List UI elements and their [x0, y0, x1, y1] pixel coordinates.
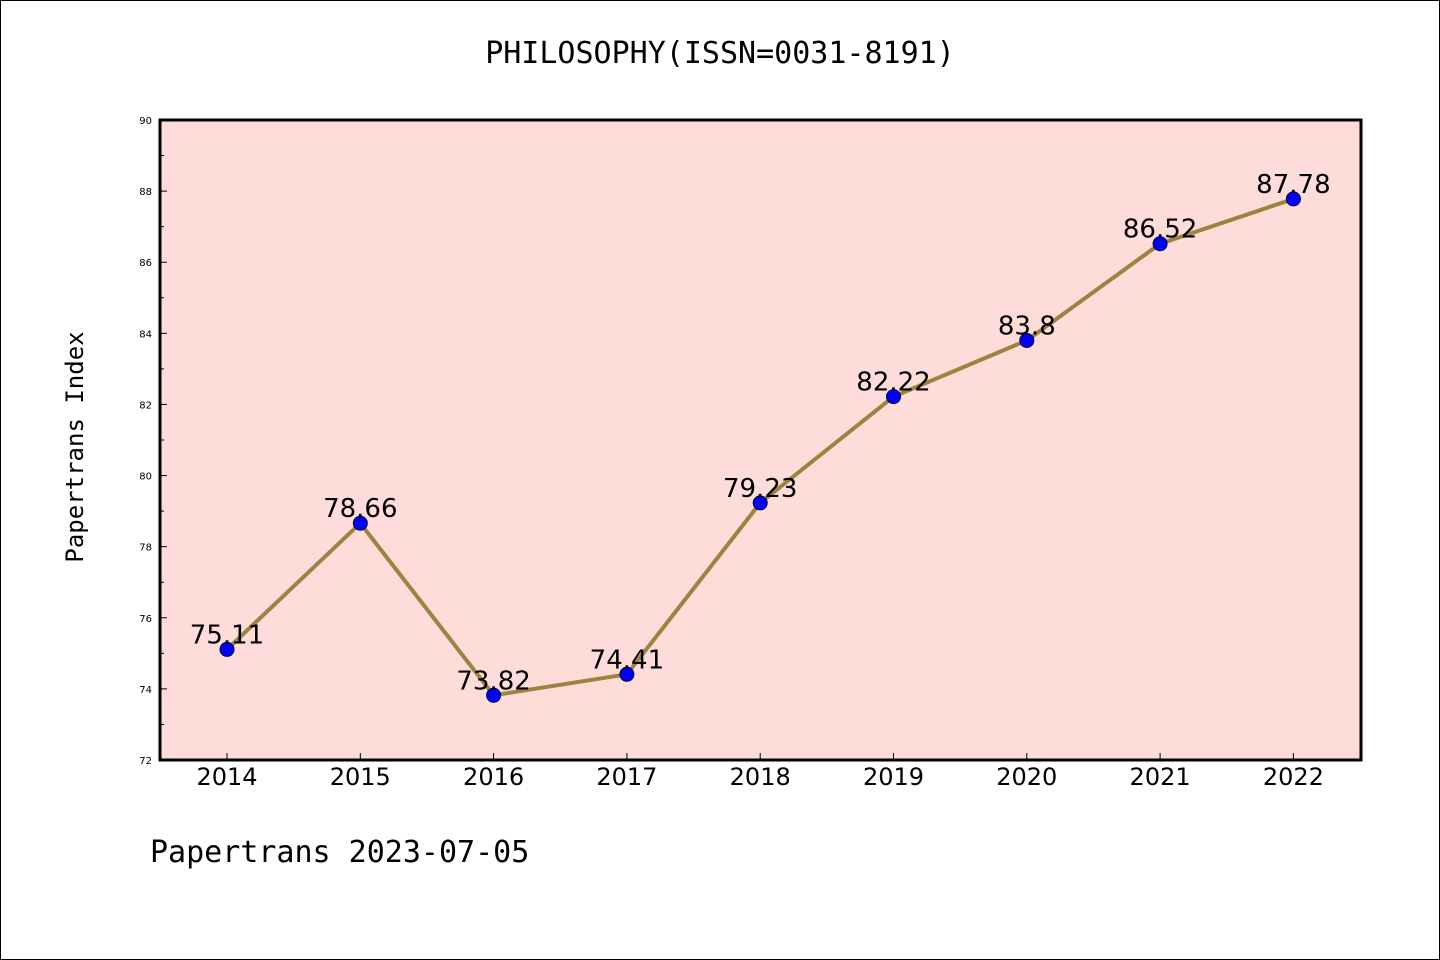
data-point	[619, 666, 635, 682]
data-label: 79.23	[723, 474, 797, 504]
data-label: 82.22	[856, 368, 930, 398]
data-label: 75.11	[190, 620, 264, 650]
data-point	[1019, 332, 1035, 348]
x-tick-label: 2015	[330, 763, 391, 791]
data-label: 73.82	[456, 666, 530, 696]
x-tick-label: 2021	[1130, 763, 1191, 791]
plot-area	[160, 120, 1361, 760]
data-point	[1285, 191, 1301, 207]
data-point	[1152, 236, 1168, 252]
y-tick-label: 88	[139, 187, 152, 198]
x-tick-label: 2020	[996, 763, 1057, 791]
y-tick-label: 72	[139, 756, 152, 767]
y-tick-label: 80	[139, 472, 152, 483]
y-tick-label: 76	[139, 614, 152, 625]
x-tick-label: 2014	[196, 763, 257, 791]
y-tick-label: 74	[139, 685, 152, 696]
x-tick-label: 2017	[596, 763, 657, 791]
y-tick-label: 90	[139, 116, 152, 127]
data-label: 86.52	[1123, 215, 1197, 245]
y-tick-label: 84	[139, 329, 152, 340]
data-label: 74.41	[590, 645, 664, 675]
data-point	[219, 641, 235, 657]
plot-border	[158, 118, 1363, 762]
footer-date: Papertrans 2023-07-05	[150, 835, 530, 870]
y-tick-label: 86	[139, 258, 152, 269]
data-point	[486, 687, 502, 703]
x-tick-label: 2022	[1263, 763, 1324, 791]
x-tick-label: 2019	[863, 763, 924, 791]
data-point	[352, 515, 368, 531]
data-point	[752, 495, 768, 511]
data-label: 78.66	[323, 494, 397, 524]
y-tick-label: 82	[139, 400, 152, 411]
x-tick-label: 2016	[463, 763, 524, 791]
chart-title: PHILOSOPHY(ISSN=0031-8191)	[485, 36, 955, 71]
y-tick-label: 78	[139, 543, 152, 554]
data-point	[886, 389, 901, 405]
x-tick-label: 2018	[730, 763, 791, 791]
data-label: 87.78	[1256, 170, 1330, 200]
data-label: 83.8	[998, 311, 1056, 341]
